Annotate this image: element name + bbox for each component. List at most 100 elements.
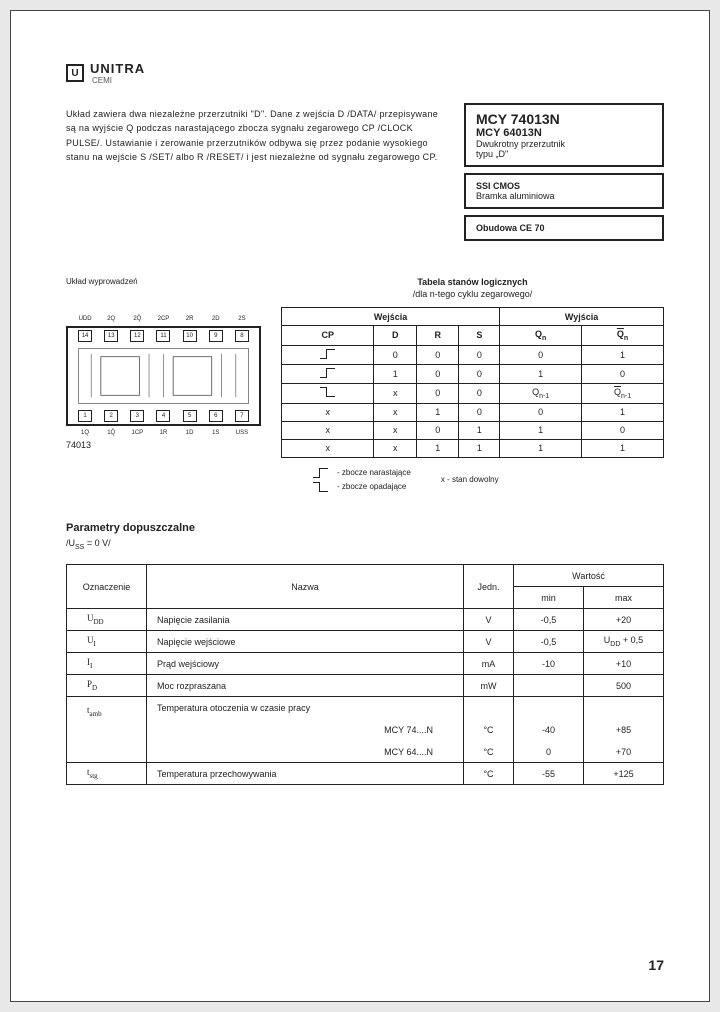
truth-header: CP — [282, 326, 374, 346]
param-max: 500 — [584, 675, 664, 697]
logo-name: UNITRA — [90, 61, 145, 76]
param-min: -40 — [514, 719, 584, 741]
param-sym: UDD — [67, 609, 147, 631]
datasheet-page: U UNITRA CEMI Układ zawiera dwa niezależ… — [10, 10, 710, 1002]
truth-row: 10010 — [282, 364, 664, 383]
param-name: Napięcie zasilania — [147, 609, 464, 631]
truth-cell: 0 — [459, 364, 500, 383]
param-sym: II — [67, 653, 147, 675]
description-text: Układ zawiera dwa niezależne przerzutnik… — [66, 103, 444, 247]
fall-icon — [311, 482, 331, 492]
pin-number: 2 — [104, 410, 118, 422]
truth-cell: Qn-1 — [500, 383, 582, 403]
truth-cell: 0 — [582, 421, 664, 439]
pin-number: 6 — [209, 410, 223, 422]
truth-cell: 1 — [459, 421, 500, 439]
truth-cell: x — [374, 421, 417, 439]
param-unit: mA — [464, 653, 514, 675]
truth-cell: x — [374, 403, 417, 421]
param-name: MCY 74....N — [147, 719, 464, 741]
page-number: 17 — [648, 957, 664, 973]
param-name: Prąd wejściowy — [147, 653, 464, 675]
logo-block: U UNITRA CEMI — [66, 61, 664, 85]
col-val: Wartość — [514, 565, 664, 587]
param-max: +10 — [584, 653, 664, 675]
top-section: Układ zawiera dwa niezależne przerzutnik… — [66, 103, 664, 247]
pin-label: 2S — [233, 316, 251, 322]
pin-labels-bot: 1Q1Q̄1CP1R1D1SUSS — [68, 430, 259, 436]
param-row: tambTemperatura otoczenia w czasie pracy — [67, 697, 664, 719]
param-max: +20 — [584, 609, 664, 631]
param-unit: °C — [464, 719, 514, 741]
pin-number: 14 — [78, 330, 92, 342]
internal-schematic — [79, 349, 248, 403]
chip-name: 74013 — [66, 440, 261, 450]
pin-label: USS — [233, 430, 251, 436]
param-name: Napięcie wejściowe — [147, 631, 464, 653]
truth-sub: /dla n-tego cyklu zegarowego/ — [281, 289, 664, 299]
truth-cell: x — [282, 439, 374, 457]
pin-label: 1R — [154, 430, 172, 436]
pin-label: 2Q — [102, 316, 120, 322]
truth-cell: 1 — [500, 439, 582, 457]
param-unit — [464, 697, 514, 719]
param-name: Temperatura przechowywania — [147, 763, 464, 785]
param-max: UDD + 0,5 — [584, 631, 664, 653]
param-row: UINapięcie wejścioweV-0,5UDD + 0,5 — [67, 631, 664, 653]
truth-cell: 1 — [374, 364, 417, 383]
truth-cell: 0 — [459, 403, 500, 421]
param-unit: V — [464, 609, 514, 631]
pin-boxes-top: 141312111098 — [68, 330, 259, 342]
truth-row: xx1001 — [282, 403, 664, 421]
truth-row: xx0110 — [282, 421, 664, 439]
truth-title: Tabela stanów logicznych — [281, 277, 664, 287]
col-sym: Oznaczenie — [67, 565, 147, 609]
truth-row: x00Qn-1Qn-1 — [282, 383, 664, 403]
part-desc1: Dwukrotny przerzutnik — [476, 139, 652, 149]
tech2: Bramka aluminiowa — [476, 191, 652, 201]
legend-rise-text: - zbocze narastające — [337, 468, 411, 477]
truth-cell: Qn-1 — [582, 383, 664, 403]
truth-cell: 0 — [416, 421, 459, 439]
truth-cell: 0 — [459, 345, 500, 364]
truth-cell: 1 — [582, 345, 664, 364]
pin-number: 13 — [104, 330, 118, 342]
param-row: MCY 74....N°C-40+85 — [67, 719, 664, 741]
truth-cell: 0 — [459, 383, 500, 403]
param-sym: tstg — [67, 763, 147, 785]
truth-cell: 0 — [416, 345, 459, 364]
param-row: PDMoc rozpraszanamW500 — [67, 675, 664, 697]
rise-icon — [311, 468, 331, 478]
pin-number: 11 — [156, 330, 170, 342]
part-id-box: MCY 74013N MCY 64013N Dwukrotny przerzut… — [464, 103, 664, 167]
param-min: -0,5 — [514, 609, 584, 631]
truth-cell: 1 — [500, 364, 582, 383]
param-min: -10 — [514, 653, 584, 675]
pin-number: 10 — [183, 330, 197, 342]
pin-boxes-bot: 1234567 — [68, 410, 259, 422]
params-condition: /USS = 0 V/ — [66, 538, 664, 551]
param-unit: °C — [464, 741, 514, 763]
truth-cell: 1 — [582, 403, 664, 421]
truth-cell: x — [282, 403, 374, 421]
param-sym: UI — [67, 631, 147, 653]
param-row: tstgTemperatura przechowywania°C-55+125 — [67, 763, 664, 785]
chip-internal — [78, 348, 249, 404]
truth-header: Qn — [582, 326, 664, 346]
param-row: MCY 64....N°C0+70 — [67, 741, 664, 763]
truth-header: S — [459, 326, 500, 346]
th-outputs: Wyjścia — [500, 308, 664, 326]
part-desc2: typu „D" — [476, 149, 652, 159]
part-main: MCY 74013N — [476, 111, 652, 127]
pin-number: 9 — [209, 330, 223, 342]
param-unit: °C — [464, 763, 514, 785]
col-name: Nazwa — [147, 565, 464, 609]
truth-cell: 1 — [416, 403, 459, 421]
param-max: +85 — [584, 719, 664, 741]
truth-cell: 0 — [416, 383, 459, 403]
truth-cell: 1 — [459, 439, 500, 457]
truth-header: R — [416, 326, 459, 346]
package: Obudowa CE 70 — [476, 223, 652, 233]
truth-cell: 1 — [416, 439, 459, 457]
pin-number: 4 — [156, 410, 170, 422]
